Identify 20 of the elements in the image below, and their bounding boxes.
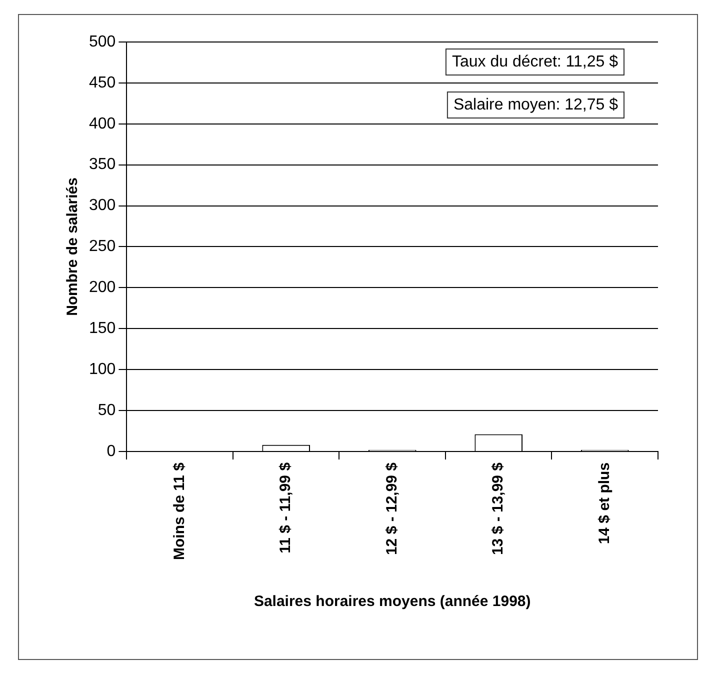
annotation: Taux du décret: 11,25 $ bbox=[452, 53, 618, 70]
y-tick-label: 100 bbox=[88, 360, 116, 378]
x-tick-label: 12 $ - 12,99 $ bbox=[383, 462, 400, 556]
x-tick-label: 11 $ - 11,99 $ bbox=[277, 462, 294, 554]
y-tick-label: 150 bbox=[88, 320, 116, 338]
y-tick-label: 0 bbox=[106, 442, 116, 460]
x-tick-label: 13 $ - 13,99 $ bbox=[490, 462, 507, 556]
y-tick-label: 350 bbox=[88, 156, 116, 174]
y-tick-label: 450 bbox=[88, 74, 116, 92]
x-tick-label: Moins de 11 $ bbox=[170, 462, 188, 560]
y-tick-label: 400 bbox=[88, 115, 116, 132]
x-axis-title: Salaires horaires moyens (année 1998) bbox=[254, 593, 531, 610]
x-tick-label: 14 $ et plus bbox=[596, 462, 614, 544]
y-tick-label: 300 bbox=[88, 197, 116, 214]
y-tick-label: 500 bbox=[88, 33, 116, 50]
annotation: Salaire moyen: 12,75 $ bbox=[453, 96, 618, 114]
y-tick-label: 50 bbox=[98, 402, 116, 419]
y-tick-label: 250 bbox=[88, 238, 116, 256]
y-axis-title: Nombre de salariés bbox=[64, 178, 82, 316]
y-tick-label: 200 bbox=[88, 279, 116, 296]
